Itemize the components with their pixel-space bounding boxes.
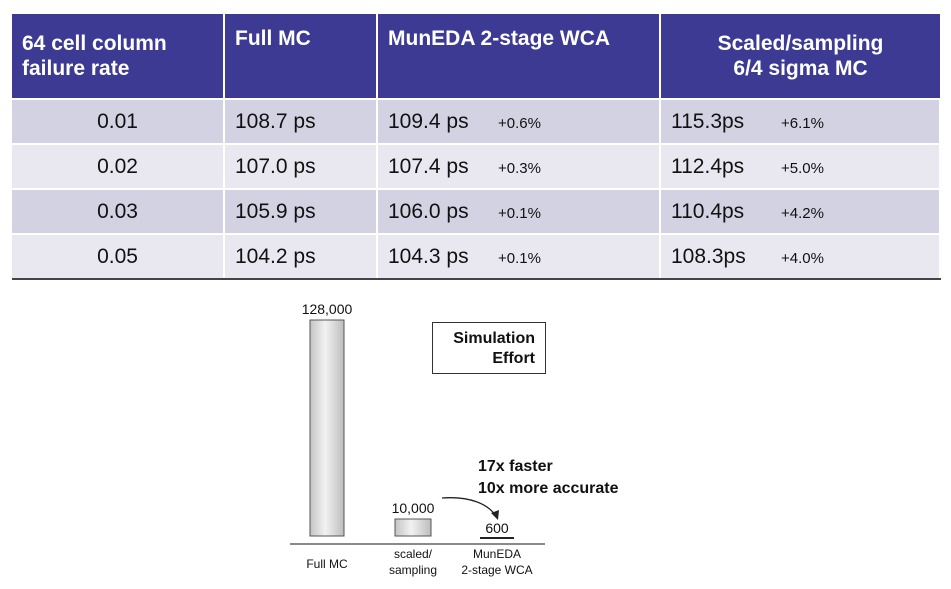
rate-cell: 0.01: [12, 98, 225, 144]
header-scaled-line2: 6/4 sigma MC: [733, 57, 868, 80]
x-tick-label: scaled/: [394, 547, 433, 561]
wca-cell: 104.3 ps +0.1%: [377, 233, 661, 280]
wca-cell: 109.4 ps +0.6%: [377, 98, 661, 144]
data-label: 128,000: [302, 301, 353, 317]
header-failure-rate-line1: 64 cell column: [22, 32, 167, 55]
scaled-cell: 108.3ps +4.0%: [660, 233, 941, 280]
data-label: 600: [485, 520, 509, 536]
wca-percent: +0.3%: [498, 159, 541, 177]
header-scaled-line1: Scaled/sampling: [717, 32, 884, 55]
rate-cell: 0.03: [12, 188, 225, 234]
bar: [309, 319, 345, 537]
header-full-mc: Full MC: [224, 14, 378, 99]
header-wca: MunEDA 2-stage WCA: [377, 14, 661, 99]
scaled-value: 112.4ps: [671, 154, 745, 178]
table-row: 0.05 104.2 ps 104.3 ps +0.1% 108.3ps +4.0%: [12, 233, 941, 280]
scaled-cell: 112.4ps +5.0%: [660, 143, 941, 189]
wca-value: 106.0 ps: [388, 199, 469, 223]
scaled-percent: +5.0%: [781, 159, 824, 177]
data-label: 10,000: [392, 500, 435, 516]
scaled-percent: +4.2%: [781, 204, 824, 222]
full-mc-cell: 105.9 ps: [224, 188, 378, 234]
scaled-value: 108.3ps: [671, 244, 746, 268]
scaled-value: 110.4ps: [671, 199, 745, 223]
simulation-effort-label: Simulation Effort: [432, 322, 546, 374]
header-failure-rate-line2: failure rate: [22, 57, 130, 80]
effort-label-line2: Effort: [492, 350, 535, 367]
wca-value: 109.4 ps: [388, 109, 469, 133]
header-failure-rate: 64 cell column failure rate: [12, 14, 225, 99]
bar: [394, 518, 432, 537]
effort-bar-chart: 128,000 Full MC 10,000 scaled/sampling 600 Mu…: [290, 301, 545, 577]
scaled-percent: +4.0%: [781, 249, 824, 267]
wca-cell: 106.0 ps +0.1%: [377, 188, 661, 234]
speedup-annotation: 17x faster 10x more accurate: [478, 456, 619, 500]
effort-label-line1: Simulation: [453, 330, 535, 347]
full-mc-cell: 108.7 ps: [224, 98, 378, 144]
wca-value: 104.3 ps: [388, 244, 469, 268]
wca-percent: +0.1%: [498, 249, 541, 267]
x-tick-label: Full MC: [306, 557, 348, 571]
rate-cell: 0.05: [12, 233, 225, 280]
scaled-cell: 110.4ps +4.2%: [660, 188, 941, 234]
rate-cell: 0.02: [12, 143, 225, 189]
x-tick-label: sampling: [389, 563, 437, 577]
x-tick-label: MunEDA: [473, 547, 521, 561]
full-mc-cell: 107.0 ps: [224, 143, 378, 189]
annotation-line2: 10x more accurate: [478, 480, 619, 497]
annotation-line1: 17x faster: [478, 458, 553, 475]
results-table: 64 cell column failure rate Full MC MunE…: [12, 14, 941, 280]
wca-percent: +0.1%: [498, 204, 541, 222]
full-mc-cell: 104.2 ps: [224, 233, 378, 280]
wca-percent: +0.6%: [498, 114, 541, 132]
header-wca-label: MunEDA 2-stage WCA: [388, 27, 611, 50]
wca-cell: 107.4 ps +0.3%: [377, 143, 661, 189]
table-row: 0.02 107.0 ps 107.4 ps +0.3% 112.4ps +5.0%: [12, 143, 941, 189]
annotation-arrow: [441, 497, 497, 517]
bars-layer: 128,000 Full MC 10,000 scaled/sampling 600 Mu…: [302, 301, 533, 577]
table-header-row: 64 cell column failure rate Full MC MunE…: [12, 14, 940, 99]
x-tick-label: 2-stage WCA: [461, 563, 532, 577]
scaled-value: 115.3ps: [671, 109, 745, 133]
annotation-arrowhead: [491, 510, 499, 520]
header-scaled: Scaled/sampling 6/4 sigma MC: [660, 14, 940, 99]
scaled-cell: 115.3ps +6.1%: [660, 98, 941, 144]
table-row: 0.01 108.7 ps 109.4 ps +0.6% 115.3ps +6.1%: [12, 98, 941, 144]
table-row: 0.03 105.9 ps 106.0 ps +0.1% 110.4ps +4.2%: [12, 188, 941, 234]
scaled-percent: +6.1%: [781, 114, 824, 132]
wca-value: 107.4 ps: [388, 154, 469, 178]
header-full-mc-label: Full MC: [235, 27, 311, 50]
